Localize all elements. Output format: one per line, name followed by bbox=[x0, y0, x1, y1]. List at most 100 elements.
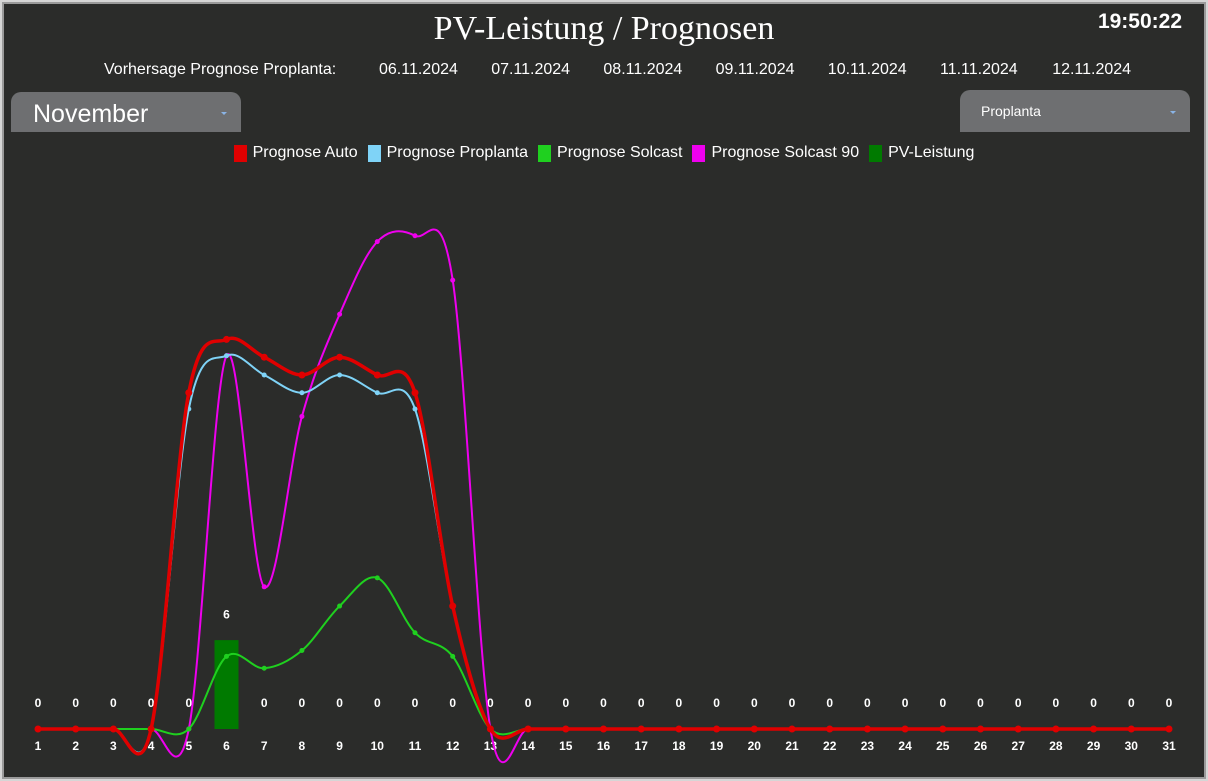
data-label: 0 bbox=[72, 696, 79, 710]
legend-label: Prognose Auto bbox=[252, 144, 358, 161]
point bbox=[449, 602, 457, 610]
point bbox=[299, 647, 305, 653]
legend-item: Prognose Proplanta bbox=[367, 144, 529, 162]
x-tick-label: 5 bbox=[185, 739, 192, 753]
x-tick-label: 30 bbox=[1125, 739, 1139, 753]
x-tick-label: 7 bbox=[261, 739, 268, 753]
legend: Prognose Auto Prognose Proplanta Prognose … bbox=[0, 144, 1208, 162]
x-tick-label: 22 bbox=[823, 739, 837, 753]
point bbox=[260, 353, 268, 361]
x-tick-label: 14 bbox=[521, 739, 535, 753]
legend-label: Prognose Solcast 90 bbox=[711, 144, 860, 161]
point bbox=[147, 725, 155, 733]
x-tick-label: 10 bbox=[371, 739, 385, 753]
point bbox=[450, 277, 456, 283]
forecast-date: 12.11.2024 bbox=[1052, 61, 1132, 78]
point bbox=[524, 725, 532, 733]
point bbox=[1052, 725, 1060, 733]
x-tick-label: 19 bbox=[710, 739, 724, 753]
x-tick-label: 8 bbox=[299, 739, 306, 753]
x-tick-label: 1 bbox=[35, 739, 42, 753]
data-label: 0 bbox=[1128, 696, 1135, 710]
point bbox=[1014, 725, 1022, 733]
data-label: 0 bbox=[185, 696, 192, 710]
forecast-date: 08.11.2024 bbox=[603, 61, 683, 78]
forecast-label: Vorhersage Prognose Proplanta: bbox=[104, 61, 337, 78]
point bbox=[72, 725, 80, 733]
point bbox=[109, 725, 117, 733]
legend-label: Prognose Solcast bbox=[557, 144, 683, 161]
forecast-date: 11.11.2024 bbox=[940, 61, 1018, 78]
data-label: 0 bbox=[638, 696, 645, 710]
legend-item: Prognose Auto bbox=[233, 144, 358, 162]
legend-swatch bbox=[233, 144, 247, 162]
legend-label: Prognose Proplanta bbox=[386, 144, 529, 161]
x-tick-label: 24 bbox=[898, 739, 912, 753]
x-tick-label: 17 bbox=[635, 739, 649, 753]
legend-label: PV-Leistung bbox=[888, 144, 975, 161]
source-select[interactable]: Proplanta bbox=[960, 90, 1190, 132]
point bbox=[186, 726, 192, 732]
clock: 19:50:22 bbox=[1097, 10, 1182, 33]
point bbox=[374, 239, 380, 245]
point bbox=[750, 725, 758, 733]
legend-item: Prognose Solcast bbox=[538, 144, 682, 162]
legend-swatch bbox=[538, 144, 552, 162]
point bbox=[223, 335, 230, 343]
point bbox=[863, 725, 871, 733]
point bbox=[34, 725, 42, 733]
legend-swatch bbox=[692, 144, 706, 162]
point bbox=[826, 725, 834, 733]
point bbox=[1165, 725, 1173, 733]
point bbox=[261, 584, 267, 590]
x-tick-label: 4 bbox=[148, 739, 155, 753]
point bbox=[412, 406, 418, 412]
month-select[interactable]: November bbox=[11, 92, 241, 132]
x-tick-label: 3 bbox=[110, 739, 117, 753]
data-label: 0 bbox=[864, 696, 871, 710]
data-label: 0 bbox=[902, 696, 909, 710]
x-tick-label: 21 bbox=[785, 739, 799, 753]
data-label: 0 bbox=[1166, 696, 1173, 710]
data-label: 0 bbox=[676, 696, 683, 710]
point bbox=[600, 725, 607, 733]
data-label: 0 bbox=[562, 696, 569, 710]
point bbox=[261, 665, 267, 671]
x-tick-label: 9 bbox=[336, 739, 343, 753]
point bbox=[374, 575, 380, 581]
forecast-date: 09.11.2024 bbox=[715, 61, 795, 78]
x-tick-label: 12 bbox=[446, 739, 460, 753]
data-label: 0 bbox=[1053, 696, 1060, 710]
data-label: 0 bbox=[977, 696, 984, 710]
x-tick-label: 18 bbox=[672, 739, 686, 753]
data-label: 0 bbox=[110, 696, 117, 710]
month-select-text: November bbox=[33, 100, 149, 128]
x-tick-label: 11 bbox=[409, 739, 422, 753]
data-label: 0 bbox=[939, 696, 946, 710]
point bbox=[261, 372, 267, 378]
data-label: 0 bbox=[148, 696, 155, 710]
data-label: 6 bbox=[223, 607, 230, 621]
data-label: 0 bbox=[600, 696, 607, 710]
data-label: 0 bbox=[299, 696, 306, 710]
source-select-text: Proplanta bbox=[981, 103, 1041, 119]
x-tick-label: 6 bbox=[223, 739, 230, 753]
x-tick-label: 26 bbox=[974, 739, 988, 753]
x-tick-label: 2 bbox=[72, 739, 79, 753]
point bbox=[977, 725, 984, 733]
data-label: 0 bbox=[412, 696, 419, 710]
point bbox=[374, 390, 380, 396]
point bbox=[299, 413, 305, 419]
point bbox=[411, 389, 419, 397]
data-label: 0 bbox=[336, 696, 343, 710]
forecast-date: 06.11.2024 bbox=[379, 61, 458, 78]
point bbox=[337, 603, 343, 609]
point bbox=[224, 353, 229, 359]
data-label: 0 bbox=[751, 696, 758, 710]
point bbox=[336, 353, 344, 361]
point bbox=[1090, 725, 1098, 733]
series-line bbox=[38, 576, 1169, 736]
legend-swatch bbox=[869, 144, 883, 162]
point bbox=[637, 725, 645, 733]
